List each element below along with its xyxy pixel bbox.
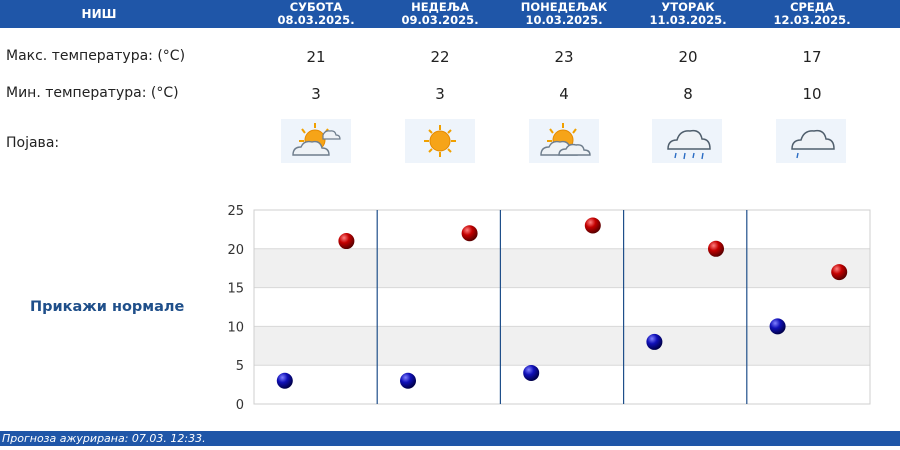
day-name: СРЕДА bbox=[790, 0, 834, 14]
y-tick-label: 5 bbox=[236, 359, 244, 374]
y-tick-label: 25 bbox=[227, 204, 244, 219]
min-temp-point bbox=[400, 372, 416, 389]
day-header-0: СУБОТА 08.03.2025. bbox=[254, 1, 378, 27]
max-temp-label: Макс. температура: (°C) bbox=[6, 48, 186, 64]
day-header-4: СРЕДА 12.03.2025. bbox=[750, 1, 874, 27]
plot-border bbox=[253, 209, 871, 405]
min-temp-value: 10 bbox=[802, 85, 822, 103]
partly-cloudy-sun-icon bbox=[281, 119, 351, 163]
y-tick-label: 15 bbox=[227, 282, 244, 297]
max-temp-point bbox=[338, 233, 355, 250]
day-header-1: НЕДЕЉА 09.03.2025. bbox=[378, 1, 502, 27]
max-temp-value: 21 bbox=[306, 48, 326, 66]
day-name: НЕДЕЉА bbox=[411, 0, 469, 14]
max-temp-value: 17 bbox=[802, 48, 822, 66]
min-temp-point bbox=[276, 372, 293, 389]
show-normals-button[interactable]: Прикажи нормале bbox=[30, 299, 185, 315]
day-header-2: ПОНЕДЕЉАК 10.03.2025. bbox=[502, 1, 626, 27]
sun-icon bbox=[405, 119, 475, 163]
max-temp-point bbox=[831, 264, 848, 281]
min-temp-value: 3 bbox=[311, 85, 321, 103]
phenomenon-label: Појава: bbox=[6, 135, 60, 151]
min-temp-point bbox=[523, 364, 540, 381]
plot-band bbox=[254, 326, 870, 366]
day-name: УТОРАК bbox=[661, 0, 715, 14]
day-date: 08.03.2025. bbox=[277, 13, 355, 27]
min-temp-point bbox=[769, 318, 786, 335]
min-temp-value: 4 bbox=[559, 85, 569, 103]
max-temp-point bbox=[708, 240, 724, 257]
max-temp-point bbox=[584, 217, 601, 234]
max-temp-value: 22 bbox=[430, 48, 450, 66]
footer-bar: Прогноза ажурирана: 07.03. 12:33. bbox=[0, 431, 900, 446]
max-temp-value: 20 bbox=[678, 48, 698, 66]
min-temp-label: Мин. температура: (°C) bbox=[6, 85, 179, 101]
max-temp-value: 23 bbox=[554, 48, 574, 66]
cloud-rain-icon bbox=[652, 119, 722, 163]
y-tick-label: 20 bbox=[227, 243, 244, 258]
day-date: 12.03.2025. bbox=[773, 13, 851, 27]
y-tick-label: 10 bbox=[227, 320, 244, 335]
day-name: ПОНЕДЕЉАК bbox=[520, 0, 608, 14]
plot-band bbox=[254, 248, 870, 288]
city-name: НИШ bbox=[81, 7, 117, 21]
partly-cloudy-sun-icon bbox=[529, 119, 599, 163]
day-header-3: УТОРАК 11.03.2025. bbox=[626, 1, 750, 27]
min-temp-point bbox=[646, 333, 663, 350]
day-date: 11.03.2025. bbox=[649, 13, 727, 27]
forecast-header: НИШ СУБОТА 08.03.2025. НЕДЕЉА 09.03.2025… bbox=[0, 0, 900, 28]
day-date: 09.03.2025. bbox=[401, 13, 479, 27]
day-name: СУБОТА bbox=[289, 0, 343, 14]
cloud-light-rain-icon bbox=[776, 119, 846, 163]
min-temp-value: 3 bbox=[435, 85, 445, 103]
y-tick-label: 0 bbox=[236, 398, 244, 413]
forecast-updated-text: Прогноза ажурирана: 07.03. 12:33. bbox=[2, 432, 206, 445]
min-temp-value: 8 bbox=[683, 85, 693, 103]
max-temp-point bbox=[461, 225, 478, 242]
day-date: 10.03.2025. bbox=[525, 13, 603, 27]
